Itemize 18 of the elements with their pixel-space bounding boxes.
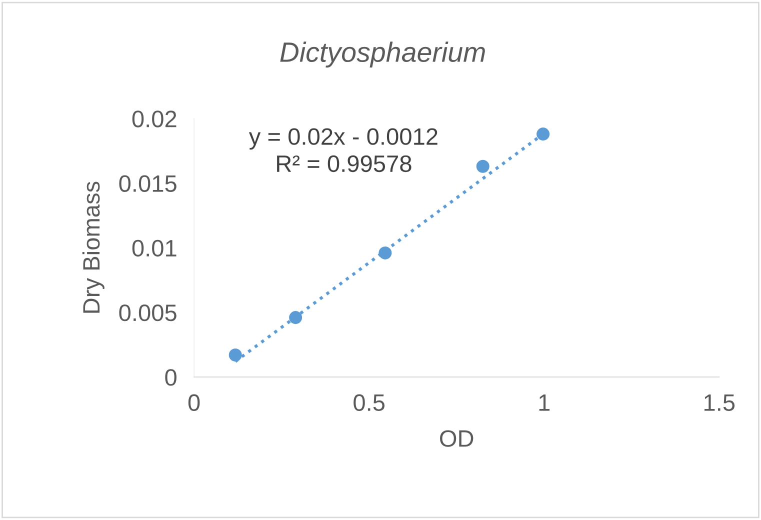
point [536,128,550,141]
y-tick-label: 0.01 [132,240,176,257]
y-tick-label: 0.02 [132,110,176,128]
x-tick-label: 0.5 [354,394,385,412]
point [476,160,490,173]
y-tick-label: 0 [165,369,176,386]
annotation: y = 0.02x - 0.0012 R² = 0.99578 [248,128,438,172]
x-axis-title: OD [440,430,474,447]
x-tick-label: 1.5 [704,394,735,412]
point [289,311,302,324]
y-tick-label: 0.015 [119,175,176,192]
chart-title: Dictyosphaerium [280,42,485,68]
y-tick-label: 0.005 [119,304,176,322]
point [378,246,392,260]
point [228,348,242,362]
y-axis-title: Dry Biomass [82,182,104,313]
x-tick-label: 1 [539,394,550,411]
x-tick-label: 0 [188,394,200,412]
